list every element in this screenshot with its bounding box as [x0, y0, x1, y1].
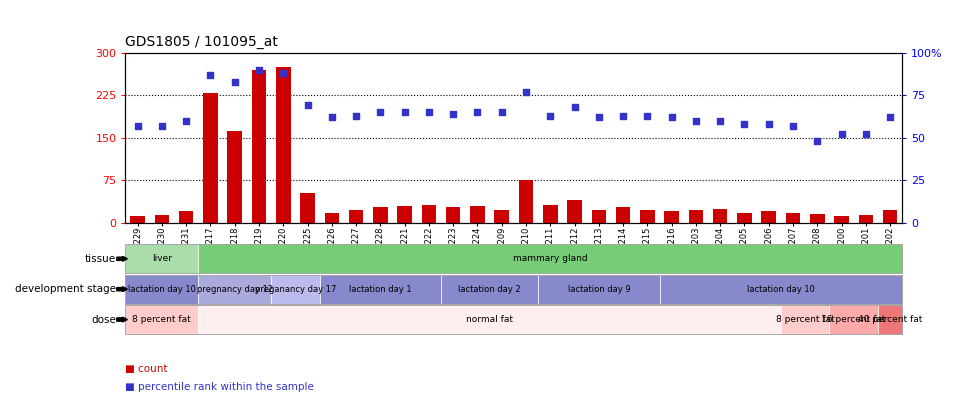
Point	[761, 121, 777, 127]
Bar	[592, 210, 606, 223]
Point	[203, 72, 218, 78]
Bar	[324, 213, 339, 223]
Text: pregnancy day 12: pregnancy day 12	[197, 285, 273, 294]
Bar	[761, 211, 776, 223]
Point	[348, 112, 364, 119]
Bar	[519, 180, 534, 223]
Point	[227, 78, 242, 85]
Point	[251, 66, 266, 73]
Text: lactation day 10: lactation day 10	[747, 285, 814, 294]
Point	[640, 112, 655, 119]
Bar	[883, 210, 897, 223]
Point	[688, 117, 703, 124]
Point	[300, 102, 316, 109]
Point	[786, 123, 801, 129]
Bar	[810, 214, 824, 223]
Point	[664, 114, 679, 121]
Text: ■ count: ■ count	[125, 364, 168, 373]
Point	[616, 112, 631, 119]
Text: tissue: tissue	[85, 254, 116, 264]
Bar	[228, 131, 242, 223]
Point	[276, 70, 291, 76]
Bar	[203, 94, 218, 223]
Point	[324, 114, 340, 121]
Bar	[713, 209, 728, 223]
Point	[421, 109, 436, 115]
Bar	[543, 205, 558, 223]
Bar	[616, 207, 630, 223]
Point	[810, 138, 825, 144]
Bar	[494, 210, 509, 223]
Bar	[276, 67, 290, 223]
Point	[446, 111, 461, 117]
Text: preganancy day 17: preganancy day 17	[255, 285, 336, 294]
Text: 16 percent fat: 16 percent fat	[821, 315, 886, 324]
Point	[397, 109, 412, 115]
Point	[712, 117, 728, 124]
Point	[154, 123, 170, 129]
Point	[470, 109, 485, 115]
Bar	[252, 70, 266, 223]
Text: 40 percent fat: 40 percent fat	[858, 315, 923, 324]
Bar	[130, 216, 145, 223]
Bar	[422, 205, 436, 223]
Bar	[300, 193, 315, 223]
Text: mammary gland: mammary gland	[513, 254, 588, 263]
Bar	[398, 206, 412, 223]
Point	[372, 109, 388, 115]
Text: lactation day 2: lactation day 2	[458, 285, 521, 294]
Point	[592, 114, 607, 121]
Text: development stage: development stage	[14, 284, 116, 294]
Point	[518, 89, 534, 95]
Bar	[859, 215, 873, 223]
Bar	[373, 207, 388, 223]
Text: 8 percent fat: 8 percent fat	[132, 315, 191, 324]
Bar	[154, 215, 169, 223]
Bar	[786, 213, 800, 223]
Point	[542, 112, 558, 119]
Text: 8 percent fat: 8 percent fat	[776, 315, 835, 324]
Text: liver: liver	[152, 254, 172, 263]
Point	[882, 114, 897, 121]
Point	[179, 117, 194, 124]
Bar	[446, 207, 460, 223]
Text: normal fat: normal fat	[466, 315, 513, 324]
Point	[858, 131, 873, 138]
Text: lactation day 1: lactation day 1	[349, 285, 412, 294]
Bar	[664, 211, 679, 223]
Bar	[640, 210, 654, 223]
Bar	[567, 200, 582, 223]
Bar	[470, 206, 484, 223]
Text: dose: dose	[91, 315, 116, 324]
Point	[494, 109, 510, 115]
Bar	[835, 216, 849, 223]
Text: lactation day 9: lactation day 9	[567, 285, 630, 294]
Text: lactation day 10: lactation day 10	[128, 285, 196, 294]
Point	[736, 121, 752, 127]
Bar	[689, 210, 703, 223]
Text: GDS1805 / 101095_at: GDS1805 / 101095_at	[125, 34, 278, 49]
Bar	[179, 211, 193, 223]
Point	[130, 123, 146, 129]
Point	[566, 104, 582, 110]
Point	[834, 131, 849, 138]
Bar	[737, 213, 752, 223]
Bar	[348, 210, 364, 223]
Text: ■ percentile rank within the sample: ■ percentile rank within the sample	[125, 382, 315, 392]
